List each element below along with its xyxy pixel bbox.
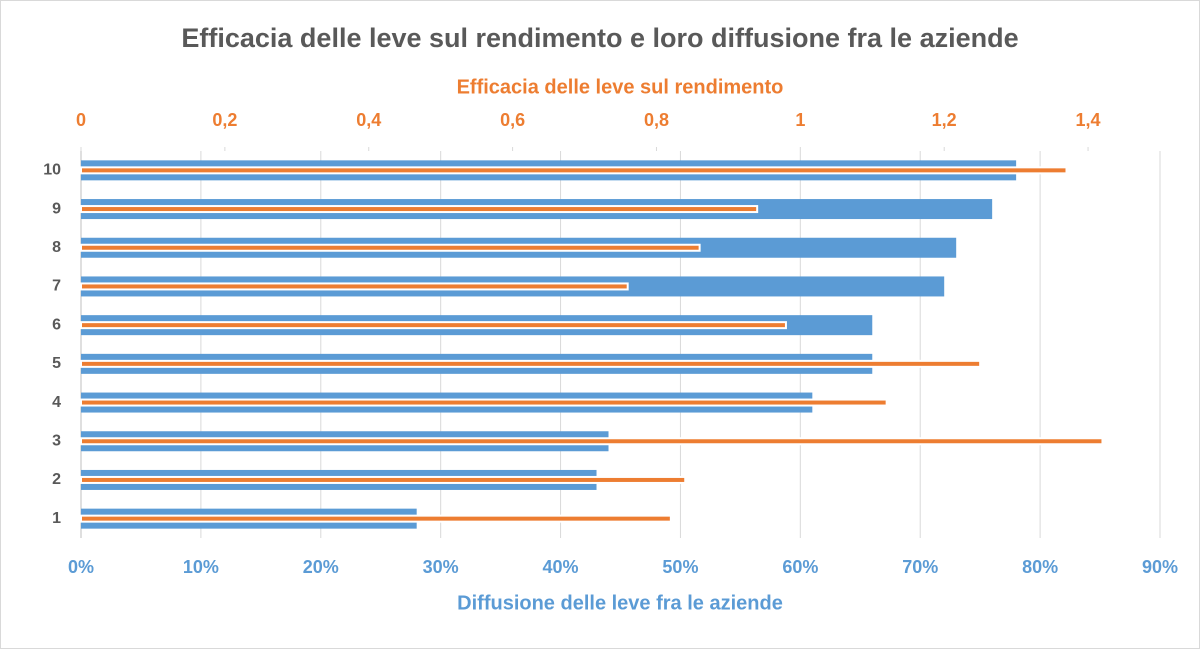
x-tick-label: 0%	[68, 557, 94, 577]
y-tick-label: 10	[43, 162, 61, 179]
y-tick-label: 6	[52, 316, 61, 333]
y-tick-label: 3	[52, 432, 61, 449]
x-tick-label: 90%	[1142, 557, 1178, 577]
bar	[80, 282, 629, 291]
x-tick-label: 80%	[1022, 557, 1058, 577]
y-tick-label: 1	[52, 510, 61, 527]
y-tick-label: 7	[52, 278, 61, 295]
x-tick-label: 70%	[902, 557, 938, 577]
x2-tick-label: 1	[795, 110, 805, 130]
bar	[80, 437, 1104, 446]
bar	[80, 475, 687, 484]
x-axis-title: Diffusione delle leve fra le aziende	[457, 592, 783, 614]
bar	[80, 243, 701, 252]
x2-axis-title: Efficacia delle leve sul rendimento	[457, 76, 784, 98]
bar	[80, 398, 888, 407]
y-tick-label: 9	[52, 200, 61, 217]
x2-tick-label: 0,6	[500, 110, 525, 130]
y-tick-label: 2	[52, 471, 61, 488]
x2-tick-label: 0,4	[356, 110, 381, 130]
y-tick-label: 8	[52, 239, 61, 256]
bar	[80, 205, 759, 214]
x2-tick-label: 0,8	[644, 110, 669, 130]
bar	[80, 166, 1068, 175]
x2-tick-label: 0	[76, 110, 86, 130]
x-tick-label: 50%	[662, 557, 698, 577]
chart-title: Efficacia delle leve sul rendimento e lo…	[181, 23, 1018, 53]
x-tick-label: 20%	[303, 557, 339, 577]
x-tick-label: 60%	[782, 557, 818, 577]
bar	[80, 514, 672, 523]
x2-tick-label: 0,2	[212, 110, 237, 130]
x-tick-label: 30%	[423, 557, 459, 577]
x-tick-label: 40%	[543, 557, 579, 577]
y-tick-label: 5	[52, 355, 61, 372]
x2-tick-label: 1,2	[932, 110, 957, 130]
x2-tick-label: 1,4	[1076, 110, 1101, 130]
y-tick-label: 4	[52, 394, 61, 411]
bar	[80, 359, 982, 368]
bar	[80, 321, 787, 330]
x-tick-label: 10%	[183, 557, 219, 577]
